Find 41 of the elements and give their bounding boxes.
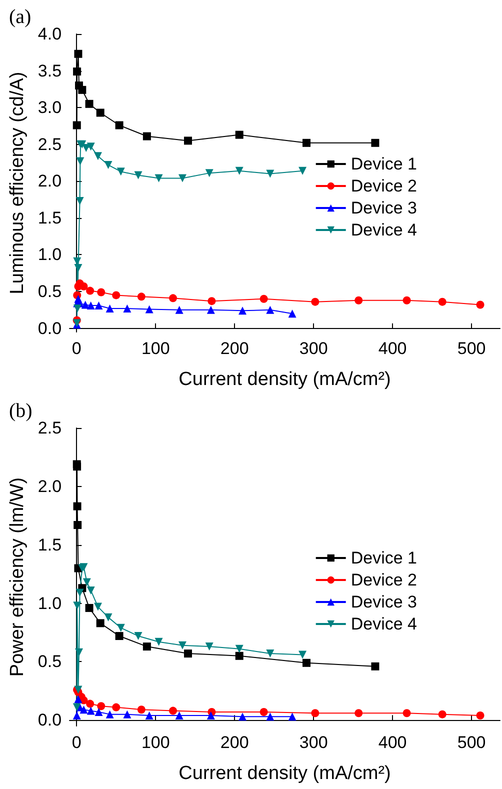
x-tick-label: 200: [220, 339, 249, 358]
legend-label: Device 3: [350, 198, 417, 218]
y-tick-label: 0.5: [38, 652, 62, 672]
x-tick-label: 100: [141, 733, 170, 752]
x-tick-label: 300: [299, 733, 328, 752]
x-tick-label: 500: [457, 339, 486, 358]
x-tick-label: 0: [72, 733, 82, 752]
y-tick-label: 3.0: [38, 98, 62, 118]
chart-title: (a): [9, 6, 32, 28]
y-tick-label: 2.5: [38, 418, 62, 438]
y-tick-label: 0.5: [38, 282, 62, 302]
legend-label: Device 3: [350, 592, 417, 612]
chart-title: (b): [9, 400, 32, 422]
x-tick-label: 200: [220, 733, 249, 752]
y-axis-title: Luminous efficiency (cd/A): [7, 72, 28, 294]
x-tick-label: 400: [378, 339, 407, 358]
x-tick-label: 300: [299, 339, 328, 358]
y-tick-label: 1.0: [38, 245, 62, 264]
y-tick-label: 1.5: [38, 208, 62, 228]
legend-label: Device 4: [350, 614, 417, 634]
y-tick-label: 0.0: [38, 318, 62, 338]
legend-label: Device 2: [350, 176, 417, 196]
y-tick-label: 2.5: [38, 134, 62, 154]
y-tick-label: 3.5: [38, 61, 62, 80]
x-tick-label: 0: [72, 339, 82, 358]
legend-label: Device 2: [350, 570, 417, 590]
y-tick-label: 4.0: [38, 24, 62, 44]
y-tick-label: 1.5: [38, 535, 62, 554]
y-tick-label: 0.0: [38, 710, 62, 730]
x-tick-label: 400: [378, 733, 407, 752]
legend-label: Device 1: [350, 154, 417, 174]
x-axis-title: Current density (mA/cm²): [178, 763, 391, 784]
x-tick-label: 100: [141, 339, 170, 358]
y-tick-label: 1.0: [38, 594, 62, 613]
y-tick-label: 2.0: [38, 476, 62, 496]
y-tick-label: 2.0: [38, 172, 62, 191]
x-tick-label: 500: [457, 733, 486, 752]
y-axis-title: Power efficiency (lm/W): [7, 477, 28, 677]
x-axis-title: Current density (mA/cm²): [178, 369, 391, 390]
legend-label: Device 4: [350, 220, 417, 240]
legend-label: Device 1: [350, 548, 417, 568]
